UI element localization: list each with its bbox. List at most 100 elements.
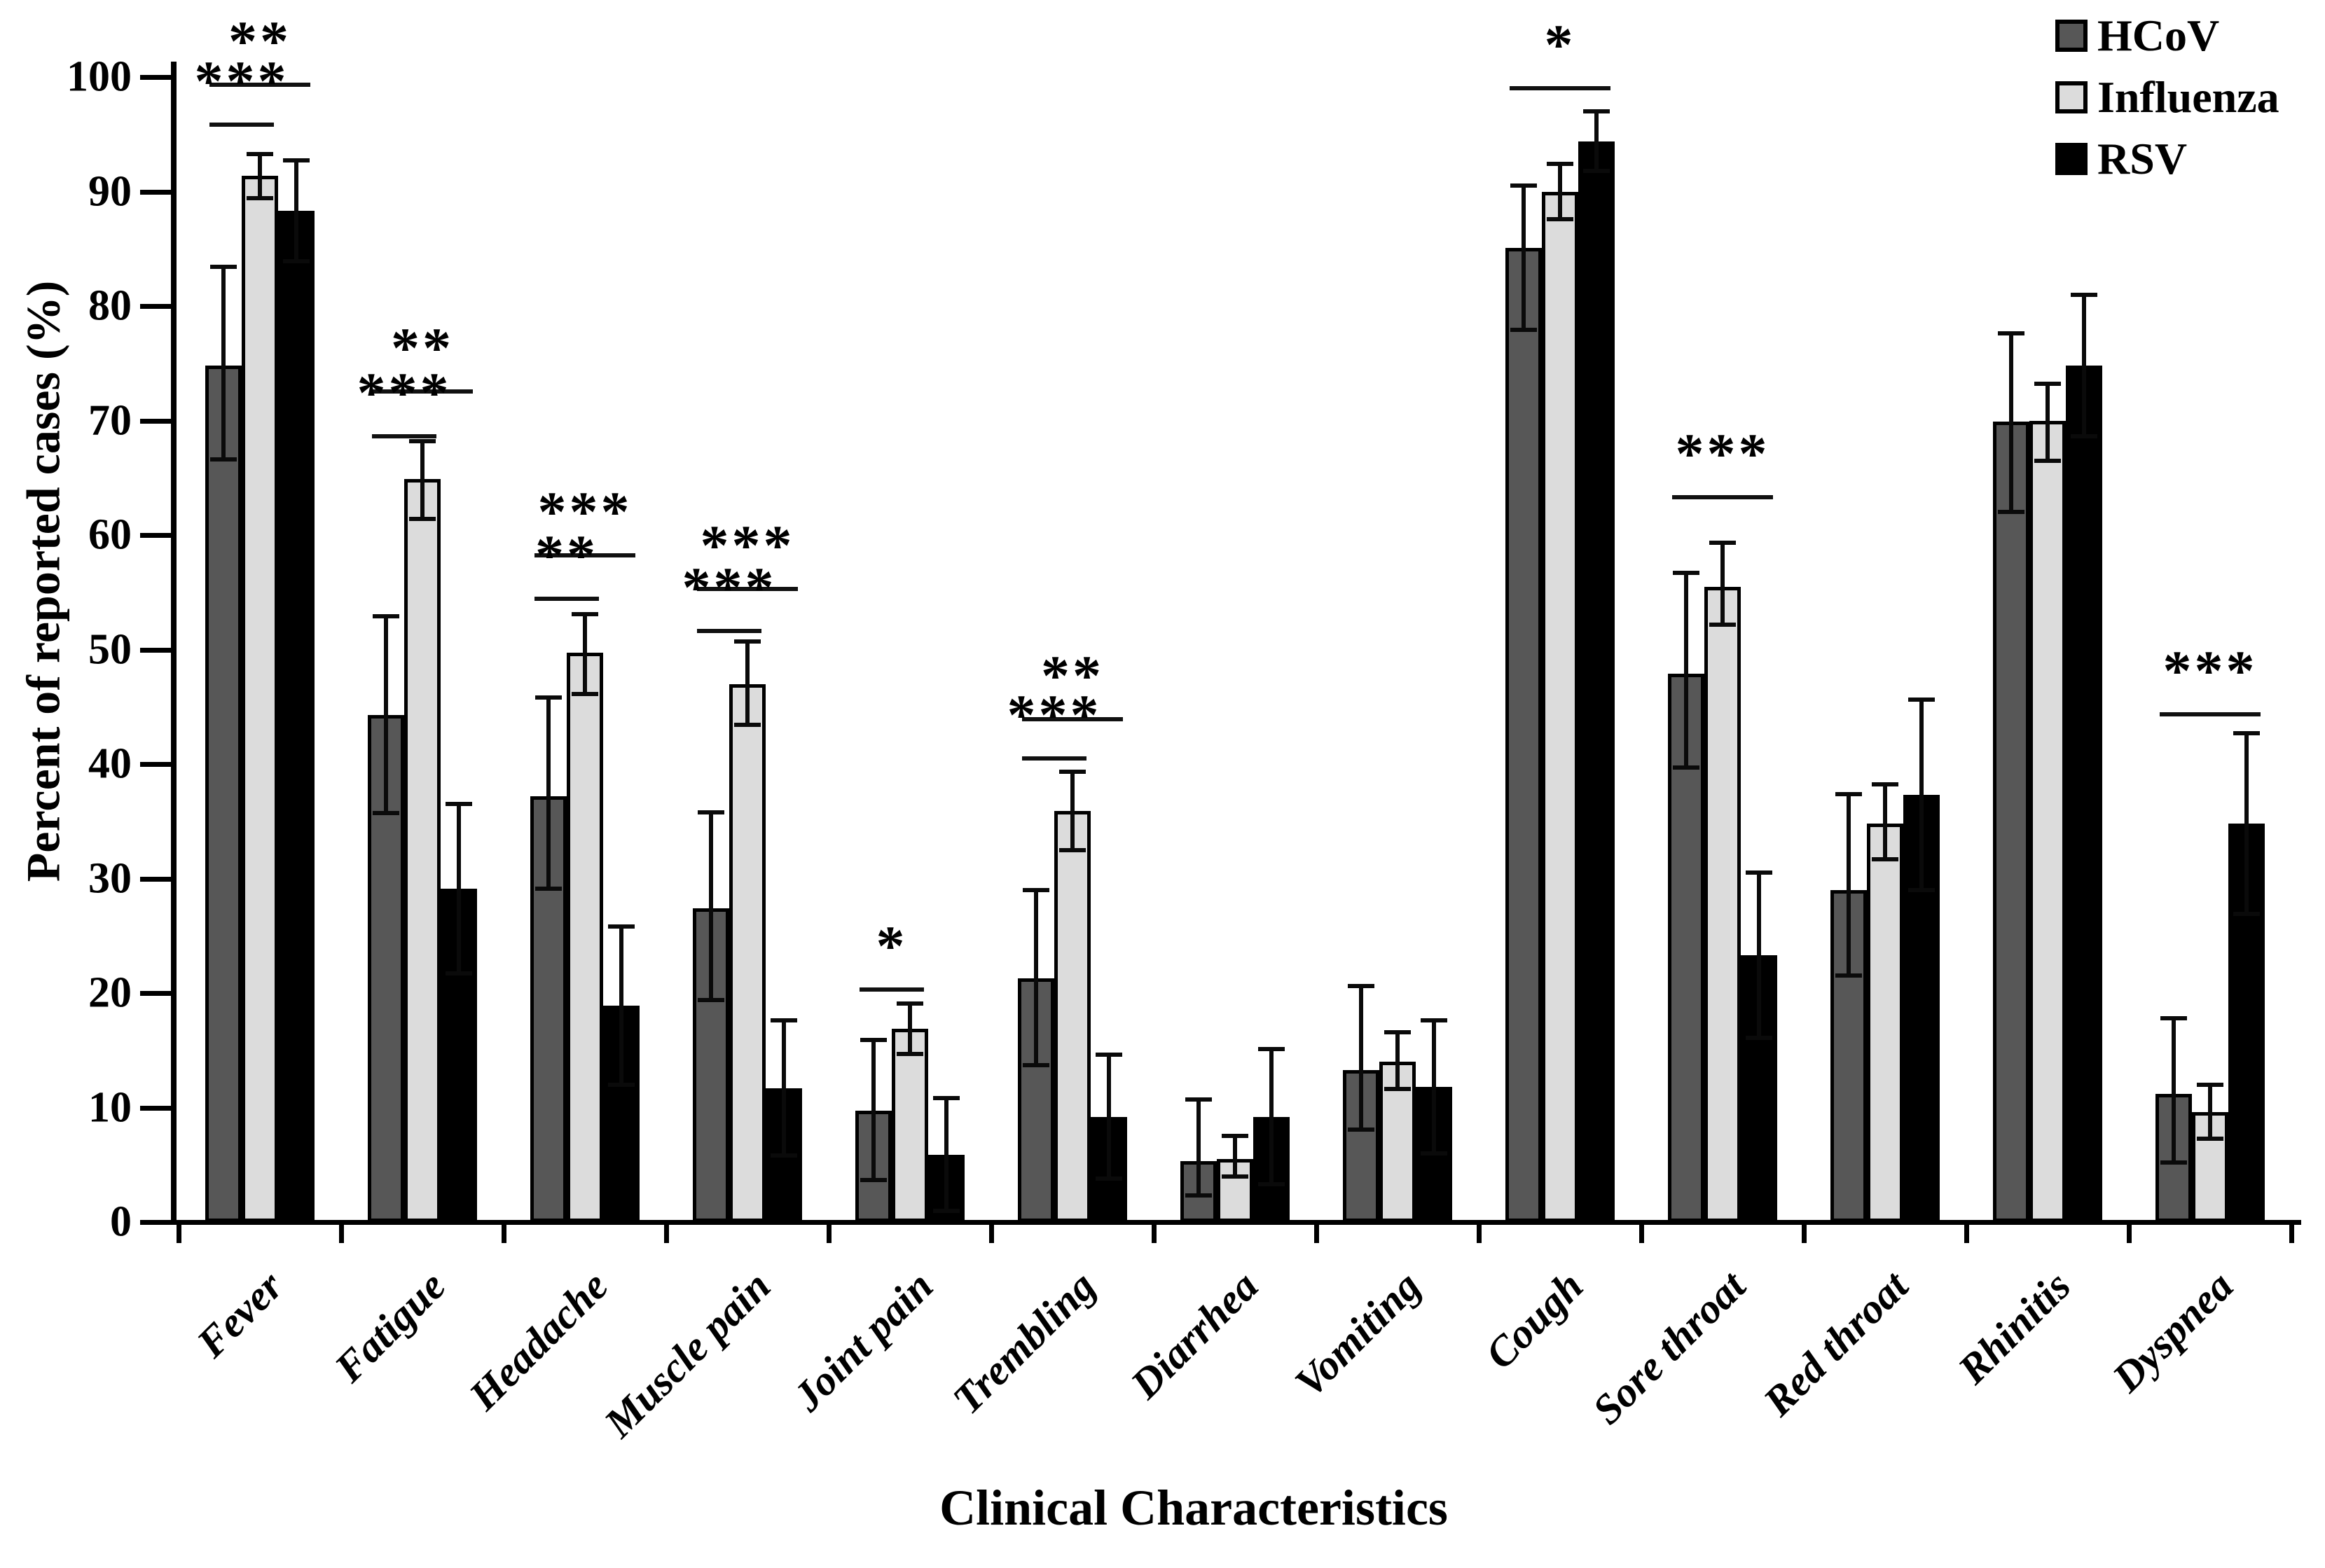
bar-hcov <box>205 366 242 1222</box>
y-axis-tick-label: 70 <box>88 396 132 444</box>
significance-line <box>372 434 436 439</box>
y-axis-tick-label: 30 <box>88 854 132 902</box>
x-axis-tick <box>1477 1222 1482 1243</box>
x-axis-tick <box>1964 1222 1969 1243</box>
error-bar <box>221 267 226 460</box>
x-axis-tick <box>339 1222 344 1243</box>
x-axis-tick <box>1314 1222 1319 1243</box>
significance-line <box>209 123 274 127</box>
error-bar-cap-bottom <box>1348 1127 1374 1132</box>
significance-line <box>1510 86 1610 91</box>
x-category-label: Fever <box>188 1262 292 1366</box>
error-bar-cap-bottom <box>2071 434 2097 439</box>
error-bar <box>908 1003 912 1054</box>
error-bar-cap-top <box>572 611 598 616</box>
bar-influenza <box>1054 811 1091 1222</box>
significance-asterisks: ** <box>228 9 291 74</box>
error-bar-cap-top <box>1510 183 1537 188</box>
significance-asterisks: *** <box>682 555 777 620</box>
x-axis-tick <box>2127 1222 2132 1243</box>
bar-rsv <box>2066 366 2102 1222</box>
error-bar-cap-top <box>1185 1097 1212 1102</box>
error-bar-cap-bottom <box>446 971 472 976</box>
x-category-label: Cough <box>1476 1262 1592 1378</box>
error-bar-cap-bottom <box>409 517 436 522</box>
significance-line <box>1022 716 1123 721</box>
bar-influenza <box>567 653 603 1222</box>
x-axis-tick <box>827 1222 832 1243</box>
y-axis-tick <box>140 876 174 882</box>
error-bar <box>1359 986 1363 1130</box>
error-bar <box>745 641 750 726</box>
significance-line <box>2160 712 2261 717</box>
y-axis-tick <box>140 762 174 767</box>
bar-influenza <box>1867 824 1903 1222</box>
error-bar-cap-top <box>1023 887 1049 892</box>
x-category-label: Fatigue <box>325 1262 455 1392</box>
error-bar <box>944 1098 948 1211</box>
error-bar-cap-bottom <box>2160 1160 2187 1165</box>
x-category-label: Joint pain <box>784 1262 942 1420</box>
error-bar <box>1684 572 1688 768</box>
x-category-label: Red throat <box>1754 1262 1917 1425</box>
error-bar-cap-top <box>2071 292 2097 297</box>
y-axis-tick-label: 60 <box>88 511 132 559</box>
error-bar-cap-bottom <box>283 259 310 264</box>
error-bar-cap-bottom <box>771 1153 797 1158</box>
legend-item-influenza: Influenza <box>2055 75 2279 120</box>
error-bar-cap-bottom <box>1835 973 1862 978</box>
error-bar-cap-top <box>1547 162 1573 167</box>
significance-asterisks: *** <box>1675 421 1770 485</box>
x-axis-tick <box>664 1222 669 1243</box>
error-bar-cap-top <box>860 1038 887 1043</box>
error-bar <box>2045 384 2050 461</box>
error-bar-cap-top <box>409 438 436 443</box>
error-bar <box>709 812 713 1000</box>
error-bar <box>1107 1055 1111 1179</box>
error-bar-cap-bottom <box>897 1051 923 1056</box>
error-bar <box>258 153 262 199</box>
legend-swatch-icon <box>2055 81 2088 113</box>
significance-line <box>534 553 635 558</box>
error-bar-cap-bottom <box>1185 1193 1212 1198</box>
bar-hcov <box>1993 422 2029 1222</box>
error-bar-cap-bottom <box>1421 1151 1447 1156</box>
legend-label: RSV <box>2097 134 2188 183</box>
error-bar-cap-bottom <box>373 811 399 816</box>
error-bar-cap-bottom <box>1222 1174 1248 1179</box>
error-bar <box>1432 1020 1436 1153</box>
error-bar-cap-bottom <box>2233 912 2260 917</box>
error-bar-cap-bottom <box>1583 169 1610 174</box>
error-bar <box>871 1040 876 1180</box>
error-bar <box>1395 1032 1400 1090</box>
x-category-label: Trembling <box>944 1262 1105 1423</box>
significance-line <box>372 389 473 394</box>
error-bar-cap-bottom <box>1872 856 1898 861</box>
error-bar-cap-top <box>2233 730 2260 735</box>
error-bar <box>1070 772 1075 850</box>
error-bar-cap-bottom <box>247 196 273 201</box>
legend-item-hcov: HCoV <box>2055 13 2279 58</box>
bar-hcov <box>1505 247 1542 1222</box>
error-bar <box>1034 889 1038 1065</box>
error-bar-cap-top <box>210 265 237 270</box>
significance-line <box>697 629 761 634</box>
error-bar <box>546 698 551 889</box>
error-bar-cap-top <box>1709 541 1736 546</box>
error-bar-cap-top <box>608 924 635 929</box>
error-bar-cap-bottom <box>608 1082 635 1087</box>
error-bar-cap-bottom <box>1096 1176 1122 1181</box>
error-bar-cap-top <box>1835 791 1862 796</box>
x-category-label: Rhinitis <box>1949 1262 2080 1393</box>
error-bar-cap-top <box>1348 984 1374 989</box>
significance-line <box>860 987 924 992</box>
y-axis-tick <box>140 189 174 195</box>
error-bar-cap-top <box>2160 1015 2187 1020</box>
y-axis-tick <box>140 75 174 80</box>
error-bar <box>1269 1049 1274 1185</box>
x-category-label: Dyspnea <box>2103 1262 2242 1401</box>
error-bar <box>457 804 461 974</box>
error-bar-cap-top <box>2034 382 2061 387</box>
error-bar <box>1919 700 1924 890</box>
bar-influenza <box>1704 586 1741 1222</box>
